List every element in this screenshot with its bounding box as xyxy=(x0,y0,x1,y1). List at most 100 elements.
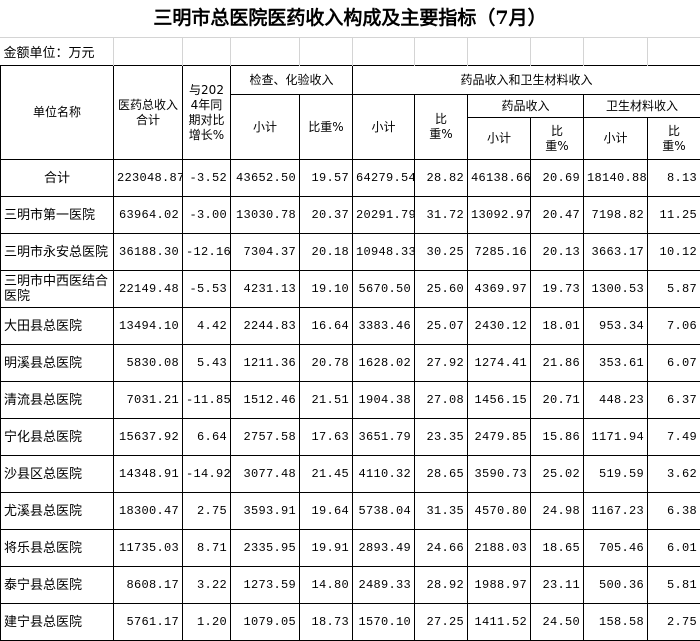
cell-exam-subtotal: 7304.37 xyxy=(230,233,300,271)
table-row: 沙县区总医院 14348.91 -14.92 3077.48 21.45 4110.32 2… xyxy=(0,455,700,493)
cell-exam-ratio: 20.18 xyxy=(299,233,353,271)
cell-total-income: 13494.10 xyxy=(113,307,183,345)
cell-material-subtotal: 448.23 xyxy=(583,381,648,419)
cell-total-income: 11735.03 xyxy=(113,529,183,567)
cell-dm-ratio: 31.35 xyxy=(414,492,468,530)
cell-dm-subtotal: 1570.10 xyxy=(352,603,415,641)
cell-yoy-growth: -3.52 xyxy=(182,159,231,197)
cell-material-ratio: 6.01 xyxy=(647,529,700,567)
cell-material-subtotal: 1300.53 xyxy=(583,270,648,308)
cell-unit-name: 三明市永安总医院 xyxy=(0,233,114,271)
cell-exam-ratio: 19.57 xyxy=(299,159,353,197)
cell-material-subtotal: 7198.82 xyxy=(583,196,648,234)
header-exam-ratio: 比重% xyxy=(299,94,353,160)
cell-material-ratio: 6.38 xyxy=(647,492,700,530)
table-row: 将乐县总医院 11735.03 8.71 2335.95 19.91 2893.49 24.… xyxy=(0,529,700,567)
cell-total-income: 22149.48 xyxy=(113,270,183,308)
cell-drug-subtotal: 1274.41 xyxy=(467,344,531,382)
cell-material-ratio: 10.12 xyxy=(647,233,700,271)
cell-material-ratio: 3.62 xyxy=(647,455,700,493)
unit-label: 金额单位：万元 xyxy=(0,38,114,66)
cell-unit-name: 明溪县总医院 xyxy=(0,344,114,382)
cell-drug-ratio: 18.01 xyxy=(530,307,584,345)
table-row: 泰宁县总医院 8608.17 3.22 1273.59 14.80 2489.33 28.9… xyxy=(0,566,700,604)
cell-material-subtotal: 3663.17 xyxy=(583,233,648,271)
table-row: 建宁县总医院 5761.17 1.20 1079.05 18.73 1570.10 27.2… xyxy=(0,603,700,641)
cell-drug-subtotal: 46138.66 xyxy=(467,159,531,197)
cell-exam-subtotal: 3077.48 xyxy=(230,455,300,493)
cell-exam-subtotal: 3593.91 xyxy=(230,492,300,530)
table-body: 合计 223048.87 -3.52 43652.50 19.57 64279.54 28.… xyxy=(0,159,700,641)
cell-dm-subtotal: 64279.54 xyxy=(352,159,415,197)
cell-exam-subtotal: 43652.50 xyxy=(230,159,300,197)
cell-exam-ratio: 20.78 xyxy=(299,344,353,382)
page-title: 三明市总医院医药收入构成及主要指标（7月） xyxy=(0,0,700,38)
header-unit-name: 单位名称 xyxy=(0,65,114,160)
cell-exam-subtotal: 1211.36 xyxy=(230,344,300,382)
cell-unit-name: 三明市第一医院 xyxy=(0,196,114,234)
cell-exam-ratio: 17.63 xyxy=(299,418,353,456)
cell-material-ratio: 7.49 xyxy=(647,418,700,456)
cell-yoy-growth: 1.20 xyxy=(182,603,231,641)
cell-unit-name: 大田县总医院 xyxy=(0,307,114,345)
cell-dm-ratio: 27.92 xyxy=(414,344,468,382)
cell-drug-ratio: 20.69 xyxy=(530,159,584,197)
cell-total-income: 223048.87 xyxy=(113,159,183,197)
cell-exam-ratio: 21.45 xyxy=(299,455,353,493)
cell-exam-ratio: 21.51 xyxy=(299,381,353,419)
cell-dm-subtotal: 1628.02 xyxy=(352,344,415,382)
table-row: 三明市第一医院 63964.02 -3.00 13030.78 20.37 20291.7… xyxy=(0,196,700,234)
header-drug-group: 药品收入 xyxy=(467,94,584,118)
table-row: 清流县总医院 7031.21 -11.85 1512.46 21.51 1904.38 27… xyxy=(0,381,700,419)
cell-yoy-growth: 3.22 xyxy=(182,566,231,604)
cell-material-ratio: 8.13 xyxy=(647,159,700,197)
cell-material-subtotal: 1171.94 xyxy=(583,418,648,456)
cell-drug-ratio: 24.50 xyxy=(530,603,584,641)
cell-material-ratio: 7.06 xyxy=(647,307,700,345)
cell-total-income: 5830.08 xyxy=(113,344,183,382)
cell-drug-ratio: 21.86 xyxy=(530,344,584,382)
cell-exam-ratio: 18.73 xyxy=(299,603,353,641)
table-row: 三明市永安总医院 36188.30 -12.16 7304.37 20.18 10948.… xyxy=(0,233,700,271)
table-row: 三明市中西医结合医院 22149.48 -5.53 4231.13 19.10 5670.… xyxy=(0,270,700,308)
cell-drug-ratio: 25.02 xyxy=(530,455,584,493)
cell-total-income: 15637.92 xyxy=(113,418,183,456)
table-row: 大田县总医院 13494.10 4.42 2244.83 16.64 3383.46 25.… xyxy=(0,307,700,345)
cell-yoy-growth: 4.42 xyxy=(182,307,231,345)
cell-dm-ratio: 25.60 xyxy=(414,270,468,308)
cell-drug-ratio: 20.47 xyxy=(530,196,584,234)
cell-material-subtotal: 519.59 xyxy=(583,455,648,493)
cell-material-subtotal: 353.61 xyxy=(583,344,648,382)
cell-yoy-growth: 6.64 xyxy=(182,418,231,456)
cell-material-subtotal: 500.36 xyxy=(583,566,648,604)
cell-yoy-growth: -5.53 xyxy=(182,270,231,308)
cell-total-income: 5761.17 xyxy=(113,603,183,641)
cell-material-ratio: 6.07 xyxy=(647,344,700,382)
cell-dm-ratio: 28.82 xyxy=(414,159,468,197)
cell-total-income: 14348.91 xyxy=(113,455,183,493)
cell-drug-subtotal: 4369.97 xyxy=(467,270,531,308)
cell-exam-subtotal: 1079.05 xyxy=(230,603,300,641)
table-row-total: 合计 223048.87 -3.52 43652.50 19.57 64279.54 28.… xyxy=(0,159,700,197)
cell-dm-ratio: 28.92 xyxy=(414,566,468,604)
table-row: 明溪县总医院 5830.08 5.43 1211.36 20.78 1628.02 27.9… xyxy=(0,344,700,382)
cell-unit-name: 宁化县总医院 xyxy=(0,418,114,456)
cell-dm-subtotal: 3651.79 xyxy=(352,418,415,456)
cell-drug-ratio: 23.11 xyxy=(530,566,584,604)
cell-exam-subtotal: 1512.46 xyxy=(230,381,300,419)
cell-dm-ratio: 28.65 xyxy=(414,455,468,493)
cell-drug-ratio: 18.65 xyxy=(530,529,584,567)
cell-exam-subtotal: 2757.58 xyxy=(230,418,300,456)
cell-yoy-growth: 2.75 xyxy=(182,492,231,530)
cell-exam-subtotal: 1273.59 xyxy=(230,566,300,604)
cell-dm-subtotal: 5670.50 xyxy=(352,270,415,308)
header-material-group: 卫生材料收入 xyxy=(583,94,700,118)
cell-dm-ratio: 24.66 xyxy=(414,529,468,567)
cell-material-ratio: 2.75 xyxy=(647,603,700,641)
cell-dm-ratio: 27.08 xyxy=(414,381,468,419)
cell-total-income: 36188.30 xyxy=(113,233,183,271)
header-drug-material-group: 药品收入和卫生材料收入 xyxy=(352,65,700,95)
cell-dm-subtotal: 10948.33 xyxy=(352,233,415,271)
header-dm-subtotal: 小计 xyxy=(352,94,415,160)
cell-dm-ratio: 30.25 xyxy=(414,233,468,271)
